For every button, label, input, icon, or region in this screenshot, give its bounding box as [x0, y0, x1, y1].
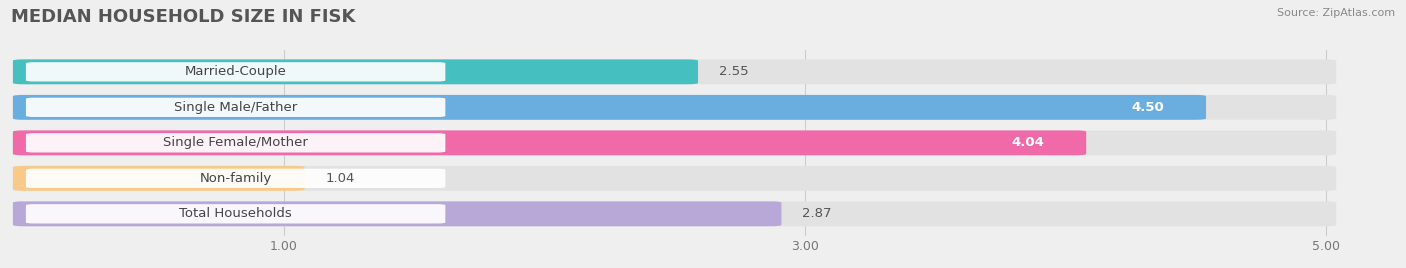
FancyBboxPatch shape — [13, 166, 1336, 191]
FancyBboxPatch shape — [13, 131, 1087, 155]
Text: Married-Couple: Married-Couple — [184, 65, 287, 78]
Text: Non-family: Non-family — [200, 172, 271, 185]
Text: 4.04: 4.04 — [1012, 136, 1045, 149]
Text: Source: ZipAtlas.com: Source: ZipAtlas.com — [1277, 8, 1395, 18]
FancyBboxPatch shape — [25, 169, 446, 188]
Text: Total Households: Total Households — [179, 207, 292, 220]
FancyBboxPatch shape — [25, 62, 446, 81]
FancyBboxPatch shape — [13, 59, 1336, 84]
Text: Single Male/Father: Single Male/Father — [174, 101, 297, 114]
FancyBboxPatch shape — [25, 204, 446, 224]
FancyBboxPatch shape — [13, 166, 305, 191]
Text: Single Female/Mother: Single Female/Mother — [163, 136, 308, 149]
Text: 2.55: 2.55 — [718, 65, 748, 78]
FancyBboxPatch shape — [25, 133, 446, 152]
FancyBboxPatch shape — [13, 202, 782, 226]
FancyBboxPatch shape — [13, 131, 1336, 155]
FancyBboxPatch shape — [25, 98, 446, 117]
Text: 4.50: 4.50 — [1132, 101, 1164, 114]
FancyBboxPatch shape — [13, 59, 697, 84]
Text: 2.87: 2.87 — [803, 207, 832, 220]
FancyBboxPatch shape — [13, 95, 1336, 120]
FancyBboxPatch shape — [13, 202, 1336, 226]
FancyBboxPatch shape — [13, 95, 1206, 120]
Text: 1.04: 1.04 — [326, 172, 354, 185]
Text: MEDIAN HOUSEHOLD SIZE IN FISK: MEDIAN HOUSEHOLD SIZE IN FISK — [11, 8, 356, 26]
